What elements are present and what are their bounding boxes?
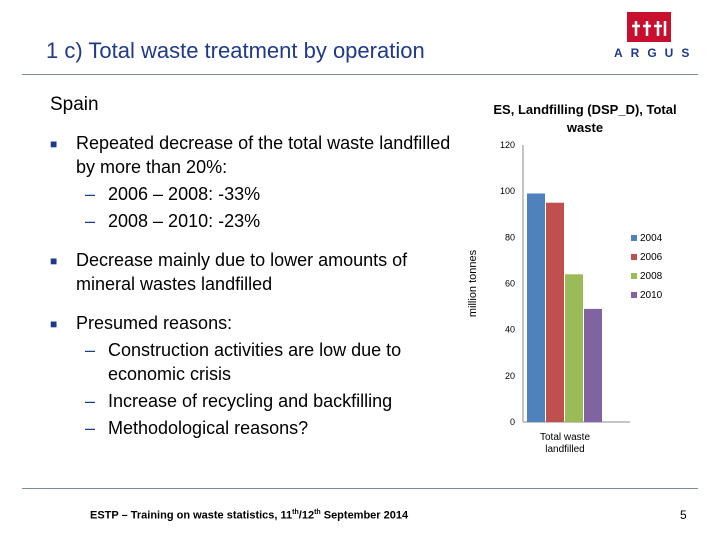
bullet-text: Presumed reasons: [76,313,233,333]
sub-bullet-text: Construction activities are low due to e… [108,340,402,384]
bullet-text: Repeated decrease of the total waste lan… [76,133,451,177]
y-tick-label: 80 [505,232,515,242]
sub-bullet-item: –2006 – 2008: -33% [50,182,460,206]
legend-swatch-2008 [631,273,637,279]
bar-2010 [584,308,602,422]
dash-icon: – [85,418,96,438]
sub-bullet-text: Methodological reasons? [108,418,309,438]
landfill-chart: 120 100 80 60 40 20 0 million tonnes Total waste… [460,92,710,472]
footer-tail: September 2014 [320,509,409,522]
chart-title: ES, Landfilling (DSP_D), Total waste [493,102,677,135]
dash-icon: – [85,340,96,360]
legend-swatch-2006 [631,254,637,260]
bullet-text: Decrease mainly due to lower amounts of … [76,250,408,294]
x-category-label-line-2: landfilled [545,444,584,455]
sub-bullet-item: – Increase of recycling and backfilling [50,389,460,413]
bar-2006 [546,202,564,422]
legend-label-2006: 2006 [640,252,663,263]
legend-label-2004: 2004 [640,233,663,244]
dash-icon: – [85,391,96,411]
y-tick-label: 60 [505,279,515,289]
sub-bullet-item: – Construction activities are low due to … [50,338,460,386]
sub-bullet-text: Increase of recycling and backfilling [108,391,393,411]
bullet-list: ■ Repeated decrease of the total waste l… [50,131,460,440]
sub-bullet-item: –2008 – 2010: -23% [50,209,460,233]
legend-swatch-2004 [631,235,637,241]
footer-sup-2: th [314,509,321,516]
y-axis-label: million tonnes [467,249,479,317]
sub-bullet-text: 2008 – 2010: -23% [108,211,261,231]
chart-svg: 120 100 80 60 40 20 0 million tonnes Total waste… [467,140,663,455]
square-bullet-icon: ■ [50,254,58,268]
footer-text: ESTP – Training on waste statistics, 11t… [90,509,408,522]
bullet-item: ■ Decrease mainly due to lower amounts o… [50,248,460,296]
bullet-item: ■ Presumed reasons: [50,311,460,335]
y-tick-label: 100 [500,186,515,196]
dash-icon: – [85,211,96,231]
sub-bullet-item: – Methodological reasons? [50,416,460,440]
square-bullet-icon: ■ [50,317,58,331]
legend-label-2010: 2010 [640,290,663,301]
y-tick-label: 120 [500,140,515,150]
legend-label-2008: 2008 [640,271,663,282]
bullet-item: ■ Repeated decrease of the total waste l… [50,131,460,179]
y-tick-label: 0 [510,417,515,427]
footer-main: ESTP – Training on waste statistics, 11 [90,509,293,522]
sub-bullet-text: 2006 – 2008: -33% [108,184,261,204]
footer-sup-1: th [292,509,299,516]
bar-2004 [527,193,545,422]
title-divider [22,74,698,75]
y-tick-label: 40 [505,325,515,335]
y-tick-label: 20 [505,371,515,381]
bar-2008 [565,274,583,422]
square-bullet-icon: ■ [50,137,58,151]
section-heading: Spain [50,94,99,115]
argus-logo-icon [627,12,671,42]
footer-divider [22,488,698,489]
x-category-label-line-1: Total waste [540,432,590,443]
slide-title: 1 c) Total waste treatment by operation [46,38,425,63]
logo-text: ARGUS [614,46,698,60]
legend-swatch-2010 [631,292,637,298]
dash-icon: – [85,184,96,204]
page-number: 5 [680,508,687,522]
footer-slash: /12 [298,509,315,522]
